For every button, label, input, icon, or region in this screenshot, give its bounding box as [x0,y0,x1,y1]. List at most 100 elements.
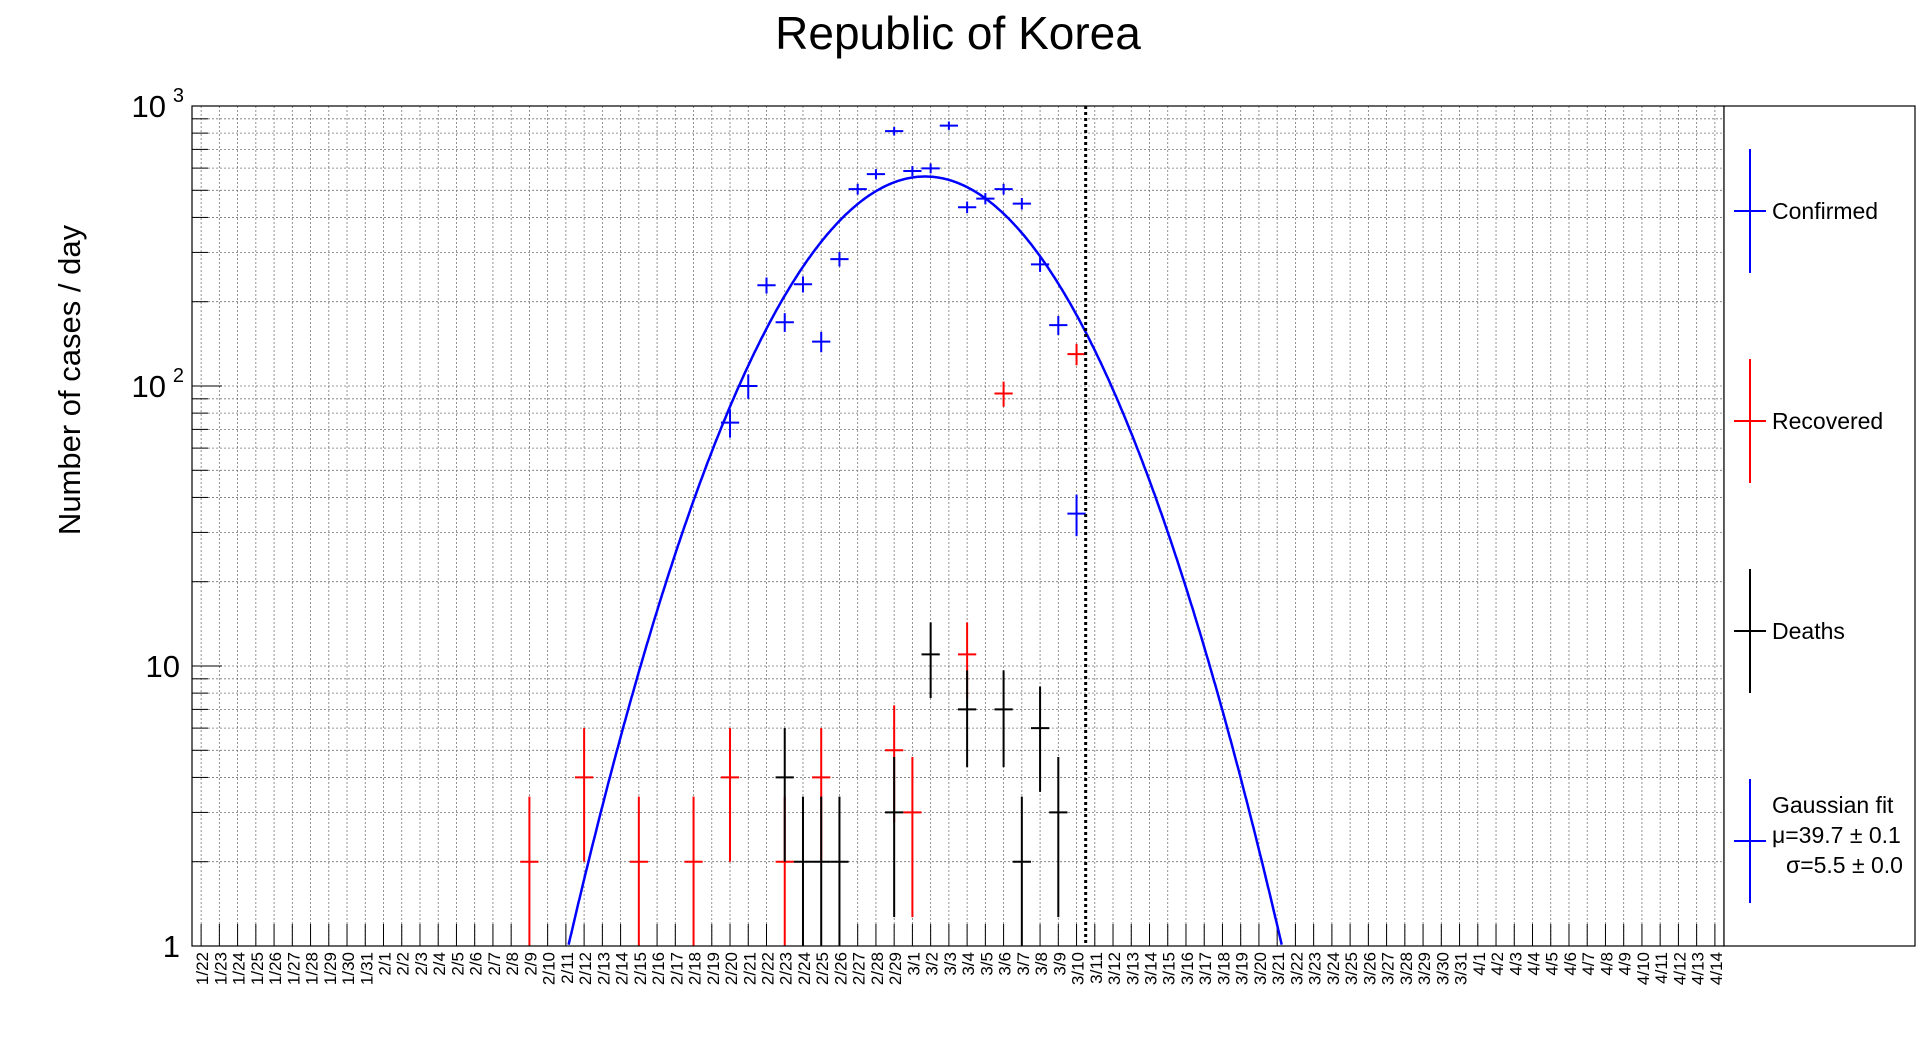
deaths-point [994,670,1013,768]
x-tick-label: 2/16 [649,952,668,985]
x-tick-label: 2/7 [485,952,504,976]
confirmed-point [1030,257,1050,272]
x-tick-label: 3/16 [1178,952,1197,985]
x-tick-label: 3/12 [1105,952,1124,985]
recovered-point [575,728,594,862]
x-tick-label: 2/27 [850,952,869,985]
x-tick-label: 3/4 [959,952,978,976]
x-tick-label: 3/17 [1196,952,1215,985]
x-tick-label: 4/11 [1652,952,1671,984]
y-tick-label: 10 [132,89,166,124]
data-marks [520,121,1086,946]
x-tick-label: 3/25 [1342,952,1361,985]
x-tick-label: 3/26 [1360,952,1379,985]
recovered-point [1067,343,1086,366]
x-tick-label: 3/8 [1032,952,1051,976]
x-tick-label: 3/7 [1014,952,1033,976]
x-tick-label: 3/11 [1087,952,1106,984]
chart-title: Republic of Korea [775,7,1141,59]
x-tick-label: 3/15 [1160,952,1179,985]
confirmed-point [1012,198,1031,210]
deaths-point [1012,796,1031,946]
y-tick-label: 1 [163,929,180,964]
x-tick-label: 2/29 [886,952,905,985]
confirmed-point [830,252,849,267]
x-tick-label: 3/27 [1379,952,1398,985]
x-tick-label: 2/2 [394,952,413,976]
x-tick-label: 1/22 [193,952,212,985]
x-tick-label: 2/19 [704,952,723,985]
confirmed-point [720,409,740,438]
x-tick-label: 3/14 [1142,952,1161,985]
x-tick-label: 4/8 [1597,952,1616,976]
recovered-point [520,796,539,946]
x-tick-label: 1/29 [321,952,340,985]
x-tick-label: 3/2 [923,952,942,976]
x-tick-label: 2/25 [813,952,832,985]
x-tick-label: 3/13 [1123,952,1142,985]
x-tick-label: 1/26 [266,952,285,985]
deaths-point [885,756,904,918]
x-tick-label: 4/7 [1579,952,1598,976]
confirmed-point [885,126,904,136]
x-tick-label: 3/1 [904,952,923,976]
confirmed-point [775,313,794,332]
x-tick-label: 2/28 [868,952,887,985]
confirmed-point [739,374,758,399]
x-tick-label: 2/21 [740,952,759,985]
x-tick-label: 4/4 [1525,952,1544,976]
x-tick-label: 3/9 [1050,952,1069,976]
x-tick-label: 4/9 [1616,952,1635,976]
confirmed-point [958,201,977,214]
confirmed-point [1049,315,1068,335]
x-tick-label: 4/10 [1634,952,1653,985]
x-tick-label: 3/18 [1214,952,1233,985]
deaths-point [830,796,849,946]
grid [192,106,1724,946]
recovered-point [903,756,922,918]
recovered-point [720,728,740,862]
legend: Confirmed Recovered Deaths Gaussian fit μ=39… [1723,105,1916,947]
x-tick-label: 2/11 [558,952,577,984]
plot-frame [191,105,1725,947]
legend-fit-mu: μ=39.7 ± 0.1 [1772,822,1901,848]
x-tick-label: 4/3 [1506,952,1525,976]
x-tick-label: 3/5 [977,952,996,976]
x-tick-label: 3/3 [941,952,960,976]
legend-label-confirmed: Confirmed [1772,198,1878,224]
x-tick-label: 3/28 [1397,952,1416,985]
confirmed-point [793,276,813,293]
x-tick-label: 2/10 [540,952,559,985]
confirmed-point [994,183,1013,195]
x-tick-label: 3/29 [1415,952,1434,985]
x-tick-label: 2/14 [613,952,632,985]
x-tick-label: 4/13 [1689,952,1708,985]
x-tick-label: 3/6 [996,952,1015,976]
x-tick-label: 2/24 [795,952,814,985]
gaussian-fit-curve [567,175,1283,945]
x-tick-label: 2/1 [376,952,395,976]
confirmed-point [1067,494,1086,537]
x-tick-label: 3/22 [1287,952,1306,985]
x-tick-label: 2/17 [667,952,686,985]
x-tick-label: 4/14 [1707,952,1726,985]
deaths-point [921,622,940,699]
legend-label-recovered: Recovered [1772,408,1883,434]
x-tick-label: 3/19 [1233,952,1252,985]
x-tick-label: 1/30 [339,952,358,985]
legend-box [1723,105,1916,947]
deaths-point [775,728,794,862]
deaths-point [1030,686,1050,792]
x-tick-label: 3/21 [1269,952,1288,985]
y-tick-exponent: 3 [173,85,184,107]
x-tick-label: 1/23 [211,952,230,985]
deaths-point [812,796,831,946]
y-tick-label: 10 [146,649,180,684]
deaths-point [793,796,813,946]
x-tick-label: 1/24 [230,952,249,985]
x-tick-label: 2/15 [631,952,650,985]
confirmed-point [812,331,831,353]
confirmed-point [903,166,922,177]
x-tick-label: 3/24 [1324,952,1343,985]
